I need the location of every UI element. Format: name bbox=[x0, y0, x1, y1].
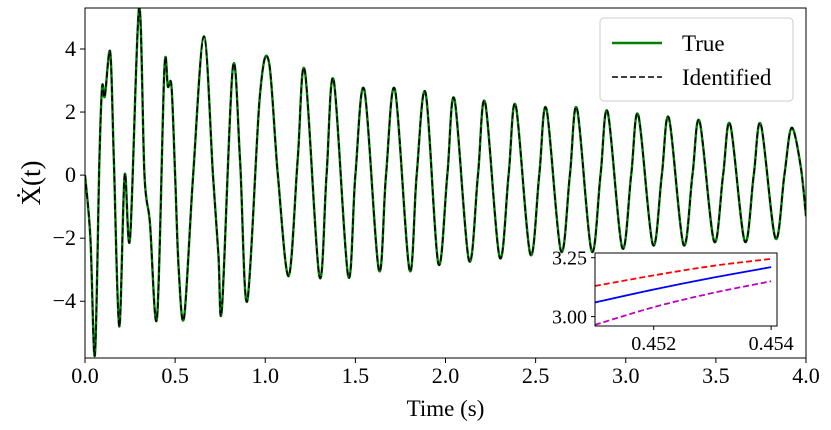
y-axis-label: Ẋ(t) bbox=[16, 161, 46, 206]
x-tick-label: 1.5 bbox=[342, 363, 370, 388]
x-axis-label: Time (s) bbox=[407, 396, 485, 421]
inset-y-tick-label: 3.25 bbox=[552, 248, 587, 270]
y-tick-label: 4 bbox=[65, 36, 76, 61]
x-axis-ticks: 0.0 0.5 1.0 1.5 2.0 2.5 3.0 3.5 4.0 bbox=[71, 358, 820, 388]
y-tick-label: −2 bbox=[53, 225, 76, 250]
inset-series-line-lower bbox=[595, 280, 772, 326]
inset-frame bbox=[594, 252, 778, 327]
inset-series-line-middle bbox=[595, 266, 772, 304]
series-line-identified bbox=[85, 8, 806, 357]
legend-label-identified: Identified bbox=[682, 65, 772, 90]
inset-y-axis-ticks: 3.00 3.25 bbox=[552, 248, 595, 329]
x-tick-label: 4.0 bbox=[792, 363, 820, 388]
y-axis-ticks: −4 −2 0 2 4 bbox=[53, 36, 85, 313]
y-tick-label: 2 bbox=[65, 99, 76, 124]
main-series-layer bbox=[85, 8, 806, 358]
inset-x-axis-ticks: 0.452 0.454 bbox=[631, 326, 794, 355]
inset-background bbox=[595, 253, 777, 326]
y-tick-label: 0 bbox=[65, 162, 76, 187]
x-tick-label: 1.0 bbox=[252, 363, 280, 388]
legend-box bbox=[599, 17, 794, 102]
y-tick-label: −4 bbox=[53, 288, 76, 313]
x-tick-label: 3.5 bbox=[702, 363, 730, 388]
x-tick-label: 0.5 bbox=[161, 363, 189, 388]
x-tick-label: 3.0 bbox=[612, 363, 640, 388]
inset-chart: 0.452 0.454 3.00 3.25 bbox=[552, 248, 794, 355]
x-tick-label: 2.5 bbox=[522, 363, 550, 388]
inset-series-layer bbox=[595, 257, 772, 326]
x-tick-label: 0.0 bbox=[71, 363, 99, 388]
legend-label-true: True bbox=[682, 31, 725, 56]
inset-x-tick-label: 0.454 bbox=[749, 333, 794, 355]
x-tick-label: 2.0 bbox=[432, 363, 460, 388]
inset-x-tick-label: 0.452 bbox=[631, 333, 676, 355]
legend: True Identified bbox=[599, 17, 794, 102]
inset-y-tick-label: 3.00 bbox=[552, 307, 587, 329]
